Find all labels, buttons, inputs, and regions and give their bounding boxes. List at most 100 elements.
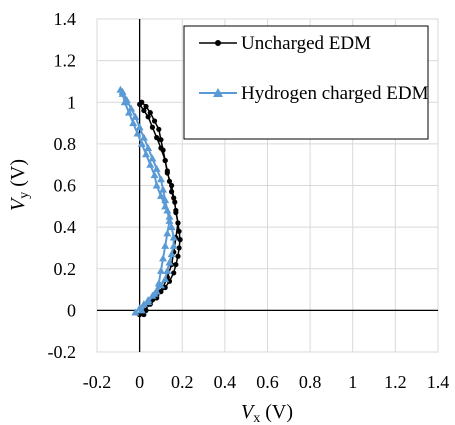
series-hydrogen-charged-edm <box>116 85 178 316</box>
data-point <box>172 199 178 205</box>
data-point <box>162 157 168 164</box>
y-tick-label: 1.2 <box>54 51 77 71</box>
data-point <box>163 266 172 274</box>
data-point <box>151 118 158 124</box>
data-point <box>158 145 164 151</box>
gridlines <box>96 18 439 353</box>
data-point <box>163 229 172 237</box>
data-point <box>144 144 153 152</box>
y-tick-label: 0.6 <box>54 176 77 196</box>
data-point <box>146 160 155 168</box>
data-point <box>175 220 181 226</box>
x-axis-symbol: V <box>241 401 256 423</box>
data-point <box>165 212 174 220</box>
data-point <box>165 258 174 266</box>
x-tick-labels: -0.2 0 0.2 0.4 0.6 0.8 1 1.2 1.4 <box>83 372 450 392</box>
data-point <box>137 139 146 147</box>
data-point <box>145 114 151 120</box>
data-point <box>141 107 147 114</box>
y-tick-label: -0.2 <box>48 342 77 362</box>
data-point <box>169 241 178 249</box>
data-point <box>131 112 140 120</box>
data-series <box>116 85 183 318</box>
legend: Uncharged EDM Hydrogen charged EDM <box>183 25 429 140</box>
x-axis-label: Vx (V) <box>241 401 293 425</box>
data-point <box>171 195 177 201</box>
data-point <box>142 150 151 158</box>
data-point <box>137 306 146 314</box>
data-point <box>169 233 178 241</box>
x-axis-subscript: x <box>253 411 260 425</box>
x-tick-label: 0.6 <box>256 372 279 392</box>
x-axis-unit: (V) <box>265 401 293 423</box>
y-axis-unit: (V) <box>7 159 29 187</box>
data-point <box>150 289 159 297</box>
data-point <box>154 135 160 141</box>
data-point <box>154 279 163 287</box>
data-point <box>118 87 127 95</box>
data-point <box>137 101 143 107</box>
y-tick-label: 0 <box>67 300 76 320</box>
legend-marker-hydrogen <box>213 88 223 97</box>
y-tick-label: 0.2 <box>54 259 77 279</box>
data-point <box>173 261 179 268</box>
legend-box <box>183 25 429 140</box>
data-point <box>177 237 183 243</box>
data-point <box>158 137 164 143</box>
y-tick-label: 1 <box>67 92 76 112</box>
y-axis-label: Vy (V) <box>7 159 32 211</box>
data-point <box>139 133 148 141</box>
data-point <box>135 123 144 131</box>
x-tick-label: 1.2 <box>384 372 407 392</box>
x-tick-label: 1 <box>348 372 357 392</box>
data-point <box>161 241 170 249</box>
data-point <box>131 308 140 316</box>
data-point <box>129 119 138 127</box>
data-point <box>165 216 174 224</box>
data-point <box>156 175 165 183</box>
data-point <box>159 185 168 193</box>
data-point <box>176 245 182 251</box>
data-point <box>133 129 142 137</box>
x-tick-label: -0.2 <box>83 372 112 392</box>
data-point <box>167 223 176 231</box>
data-point <box>166 278 173 284</box>
y-axis-symbol: V <box>7 196 29 211</box>
data-point <box>168 182 175 189</box>
data-point <box>143 103 149 110</box>
y-tick-label: 0.8 <box>54 134 77 154</box>
data-point <box>164 170 170 176</box>
data-point <box>122 96 131 104</box>
axes <box>97 19 438 352</box>
data-point <box>173 207 179 214</box>
data-point <box>124 108 133 116</box>
legend-label-hydrogen: Hydrogen charged EDM <box>241 83 429 104</box>
x-tick-label: 1.4 <box>427 372 450 392</box>
legend-label-uncharged: Uncharged EDM <box>241 33 371 54</box>
data-point <box>148 154 157 162</box>
data-point <box>149 124 156 130</box>
data-point <box>159 254 168 262</box>
data-point <box>171 270 177 276</box>
x-tick-label: 0.2 <box>171 372 194 392</box>
y-axis-subscript: y <box>17 192 32 199</box>
data-point <box>156 191 165 199</box>
data-point <box>152 181 161 189</box>
data-point <box>152 164 161 172</box>
y-tick-label: 0.4 <box>54 217 77 237</box>
y-tick-labels: -0.2 0 0.2 0.4 0.6 0.8 1 1.2 1.4 <box>48 9 77 362</box>
x-tick-label: 0.4 <box>214 372 237 392</box>
y-tick-label: 1.4 <box>54 9 77 29</box>
x-tick-label: 0 <box>135 372 144 392</box>
x-tick-label: 0.8 <box>299 372 322 392</box>
data-point <box>161 275 170 283</box>
data-point <box>139 300 148 308</box>
data-point <box>167 250 176 258</box>
data-point <box>156 126 162 132</box>
data-point <box>144 298 153 306</box>
legend-marker-uncharged <box>215 40 221 46</box>
data-point <box>150 171 159 179</box>
data-point <box>168 189 175 195</box>
data-point <box>166 178 173 184</box>
